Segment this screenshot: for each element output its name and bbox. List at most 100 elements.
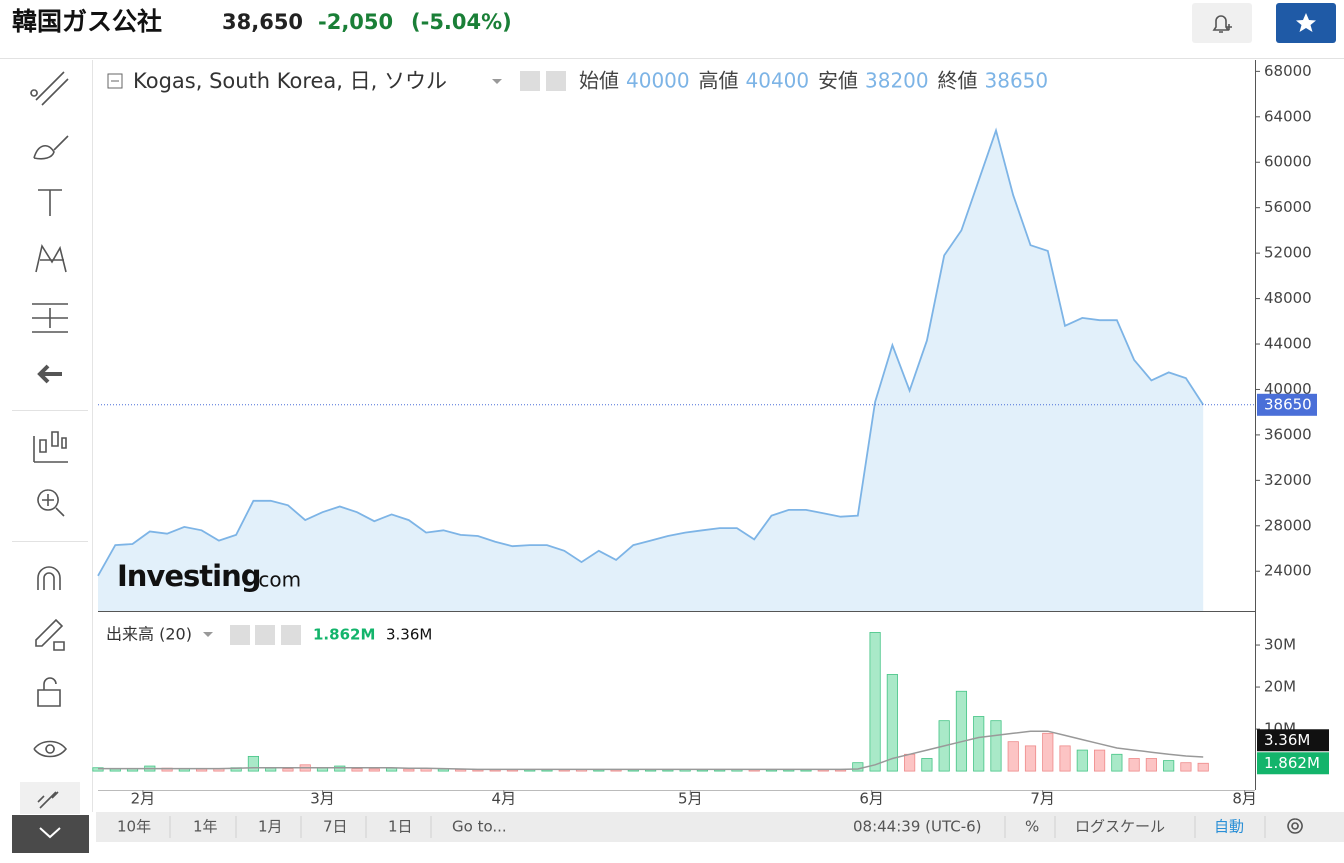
volume-last-box bbox=[1257, 752, 1329, 775]
tool-pattern[interactable] bbox=[35, 243, 67, 273]
volume-bar bbox=[1180, 762, 1192, 772]
y-tick-label: 48000 bbox=[1264, 289, 1312, 307]
tool-link[interactable] bbox=[37, 791, 59, 809]
range-button[interactable]: 1月 bbox=[258, 818, 283, 836]
volume-bar bbox=[92, 767, 104, 772]
volume-bar bbox=[955, 690, 968, 772]
range-button[interactable]: 1日 bbox=[388, 818, 413, 836]
percent-toggle[interactable]: % bbox=[1025, 818, 1039, 836]
ohlc-name: 安値 bbox=[818, 69, 858, 93]
stock-title: 韓国ガス公社 bbox=[12, 7, 162, 36]
ohlc-value: 38650 bbox=[985, 69, 1049, 93]
volume-bar bbox=[247, 755, 259, 772]
volume-bar bbox=[1024, 745, 1037, 772]
range-button[interactable]: 7日 bbox=[323, 818, 348, 836]
bottom-bar bbox=[96, 812, 1344, 842]
volume-ma-last-box bbox=[1257, 729, 1329, 752]
plot-area bbox=[92, 127, 1255, 772]
volume-ma-last-label: 3.36M bbox=[1264, 731, 1310, 749]
volume-ma-legend-value: 3.36M bbox=[386, 626, 432, 644]
tool-visibility[interactable] bbox=[33, 740, 68, 758]
ohlc-value: 38200 bbox=[865, 69, 929, 93]
y-tick-label: 32000 bbox=[1264, 471, 1312, 489]
y-tick-label: 28000 bbox=[1264, 516, 1312, 534]
volume-last-label: 1.862M bbox=[1264, 754, 1320, 772]
volume-bar bbox=[921, 758, 933, 772]
range-button[interactable]: 10年 bbox=[117, 818, 151, 836]
tool-unlock[interactable] bbox=[37, 677, 61, 707]
x-tick-label: 5月 bbox=[678, 790, 703, 808]
log-toggle[interactable]: ログスケール bbox=[1075, 818, 1165, 836]
tool-text[interactable] bbox=[38, 189, 62, 216]
watermark-suffix: .com bbox=[252, 568, 301, 592]
tool-brush[interactable] bbox=[33, 135, 69, 160]
volume-bar bbox=[1128, 758, 1140, 772]
collapse-icon[interactable] bbox=[107, 73, 123, 89]
tool-indicators[interactable] bbox=[33, 431, 68, 463]
last-price-box bbox=[1257, 393, 1317, 416]
range-button[interactable]: 1年 bbox=[193, 818, 218, 836]
ohlc-name: 始値 bbox=[579, 69, 619, 93]
volume-bar bbox=[368, 768, 380, 772]
eye-button[interactable] bbox=[520, 71, 540, 91]
volume-bar bbox=[869, 632, 881, 772]
x-tick-label: 3月 bbox=[310, 790, 335, 808]
y-tick-label: 30M bbox=[1264, 636, 1296, 654]
ohlc-name: 高値 bbox=[699, 69, 739, 93]
y-tick-label: 40000 bbox=[1264, 380, 1312, 398]
dropdown[interactable] bbox=[492, 79, 502, 84]
volume-title: 出来高 (20) bbox=[106, 625, 192, 644]
volume-bar bbox=[1007, 741, 1019, 772]
change-percent: (-5.04%) bbox=[411, 10, 512, 34]
tool-lines[interactable] bbox=[30, 71, 69, 106]
y-tick-label: 56000 bbox=[1264, 198, 1312, 216]
settings-gear[interactable] bbox=[1287, 818, 1303, 834]
settings-button[interactable] bbox=[255, 625, 275, 645]
price-line bbox=[97, 127, 1204, 577]
volume-bar bbox=[1197, 762, 1209, 772]
volume-bar bbox=[1145, 758, 1157, 772]
goto-button[interactable]: Go to... bbox=[452, 818, 507, 836]
alert-button[interactable] bbox=[1192, 3, 1252, 43]
volume-ma-line bbox=[98, 730, 1204, 771]
chart-title: Kogas, South Korea, 日, ソウル bbox=[133, 69, 447, 93]
volume-bar bbox=[886, 674, 898, 772]
ohlc-value: 40400 bbox=[746, 69, 810, 93]
clock: 08:44:39 (UTC-6) bbox=[853, 818, 982, 836]
dropdown[interactable] bbox=[203, 632, 213, 637]
header bbox=[0, 0, 1344, 58]
volume-bar bbox=[351, 768, 363, 772]
price: 38,650 bbox=[222, 10, 303, 34]
y-tick-label: 20M bbox=[1264, 678, 1296, 696]
tool-zoom[interactable] bbox=[37, 489, 65, 517]
toolbar bbox=[12, 60, 93, 853]
chevron bbox=[39, 827, 61, 839]
volume-bar bbox=[1094, 749, 1106, 772]
volume-bar bbox=[990, 720, 1002, 772]
settings-button[interactable] bbox=[546, 71, 566, 91]
tool-measure[interactable] bbox=[32, 303, 68, 333]
y-tick-label: 64000 bbox=[1264, 107, 1312, 125]
auto-toggle[interactable]: 自動 bbox=[1214, 818, 1244, 836]
volume-bar bbox=[1163, 760, 1175, 772]
x-tick-label: 2月 bbox=[131, 790, 156, 808]
tool-lock-draw[interactable] bbox=[35, 618, 65, 651]
remove-button[interactable] bbox=[281, 625, 301, 645]
y-tick-label: 36000 bbox=[1264, 425, 1312, 443]
y-tick-label: 68000 bbox=[1264, 62, 1312, 80]
volume-bar bbox=[973, 716, 985, 772]
last-price-label: 38650 bbox=[1264, 395, 1312, 413]
ohlc-name: 終値 bbox=[938, 69, 978, 93]
eye-button[interactable] bbox=[230, 625, 250, 645]
volume-legend-value: 1.862M bbox=[313, 626, 375, 644]
x-tick-label: 8月 bbox=[1232, 790, 1257, 808]
tool-magnet[interactable] bbox=[37, 566, 61, 590]
tool-back[interactable] bbox=[37, 364, 62, 384]
y-tick-label: 44000 bbox=[1264, 335, 1312, 353]
x-tick-label: 4月 bbox=[492, 790, 517, 808]
bell-icon bbox=[1212, 15, 1232, 33]
volume-bar bbox=[403, 768, 415, 772]
toolbar-expand[interactable] bbox=[12, 815, 89, 853]
x-tick-label: 7月 bbox=[1030, 790, 1055, 808]
